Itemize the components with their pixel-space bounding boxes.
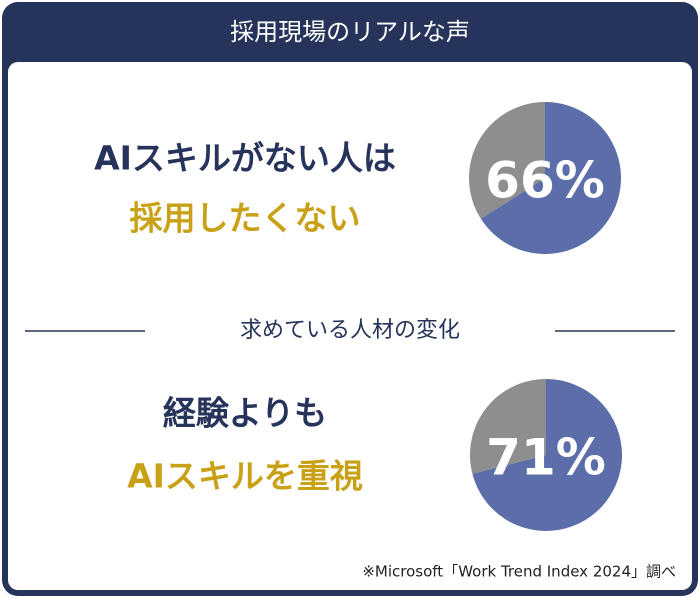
pie-slice: [469, 102, 545, 219]
pie-label: 66%: [485, 152, 605, 210]
headline-accent: 採用したくない: [130, 199, 361, 238]
pie-slice: [469, 379, 546, 474]
headline-accent: AIスキルを重視: [127, 457, 363, 496]
pie-label: 71%: [486, 429, 606, 487]
headline: 経験よりも: [163, 394, 327, 433]
pie-slice: [480, 101, 621, 255]
pie-slice: [472, 379, 622, 531]
headline: AIスキルがない人は: [94, 139, 396, 178]
footnote: ※Microsoft「Work Trend Index 2024」調べ: [362, 563, 676, 581]
divider-text: 求めている人材の変化: [240, 318, 460, 343]
header-title: 採用現場のリアルな声: [230, 18, 470, 46]
